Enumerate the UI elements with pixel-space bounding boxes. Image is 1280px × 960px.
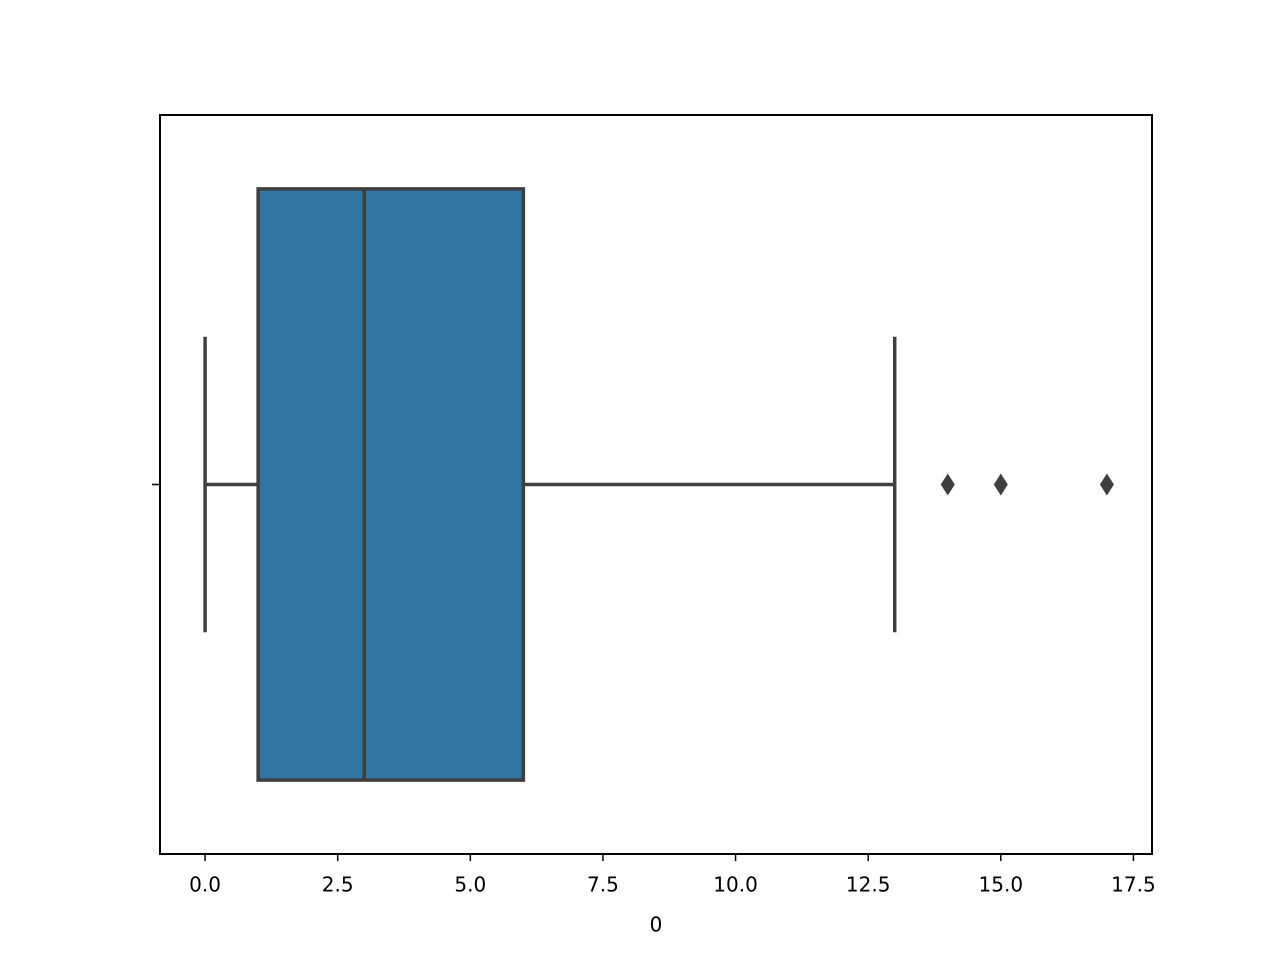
plot-frame [159,114,1153,855]
x-tick-label: 17.5 [1111,873,1156,897]
x-tick-label: 7.5 [587,873,619,897]
x-tick-label: 10.0 [713,873,758,897]
outlier [940,473,955,496]
x-tick-label: 2.5 [322,873,354,897]
x-tick-label: 5.0 [454,873,486,897]
x-tick-label: 15.0 [979,873,1024,897]
outlier [1099,473,1114,496]
outlier [993,473,1008,496]
x-axis-label: 0 [650,913,663,937]
x-tick-label: 12.5 [846,873,891,897]
x-tick-label: 0.0 [189,873,221,897]
box [256,187,526,782]
